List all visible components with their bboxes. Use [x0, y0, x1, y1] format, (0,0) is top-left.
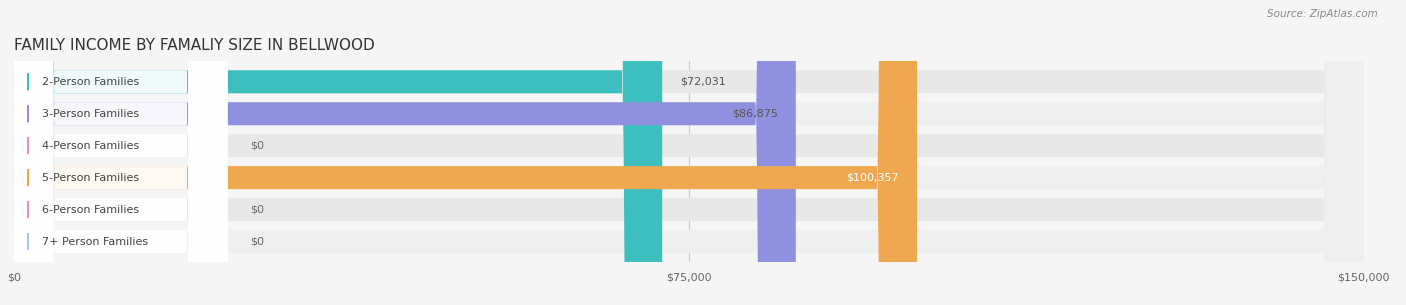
Text: 5-Person Families: 5-Person Families: [42, 173, 139, 183]
FancyBboxPatch shape: [14, 0, 796, 305]
Text: 6-Person Families: 6-Person Families: [42, 205, 139, 215]
Text: 3-Person Families: 3-Person Families: [42, 109, 139, 119]
FancyBboxPatch shape: [14, 0, 1364, 305]
FancyBboxPatch shape: [14, 0, 1364, 305]
FancyBboxPatch shape: [14, 0, 1364, 305]
Text: 4-Person Families: 4-Person Families: [42, 141, 139, 151]
Text: $100,357: $100,357: [846, 173, 898, 183]
FancyBboxPatch shape: [14, 0, 662, 305]
Text: 7+ Person Families: 7+ Person Families: [42, 237, 148, 246]
FancyBboxPatch shape: [14, 0, 228, 305]
FancyBboxPatch shape: [14, 0, 228, 305]
Text: $0: $0: [250, 205, 264, 215]
FancyBboxPatch shape: [14, 0, 228, 305]
Text: $72,031: $72,031: [681, 77, 725, 87]
Text: 2-Person Families: 2-Person Families: [42, 77, 139, 87]
FancyBboxPatch shape: [14, 0, 1364, 305]
FancyBboxPatch shape: [14, 0, 1364, 305]
Text: FAMILY INCOME BY FAMALIY SIZE IN BELLWOOD: FAMILY INCOME BY FAMALIY SIZE IN BELLWOO…: [14, 38, 375, 53]
FancyBboxPatch shape: [14, 0, 1364, 305]
FancyBboxPatch shape: [14, 0, 228, 305]
Text: Source: ZipAtlas.com: Source: ZipAtlas.com: [1267, 9, 1378, 19]
Text: $0: $0: [250, 141, 264, 151]
FancyBboxPatch shape: [14, 0, 228, 305]
Text: $86,875: $86,875: [733, 109, 778, 119]
FancyBboxPatch shape: [14, 0, 228, 305]
Text: $0: $0: [250, 237, 264, 246]
FancyBboxPatch shape: [14, 0, 917, 305]
